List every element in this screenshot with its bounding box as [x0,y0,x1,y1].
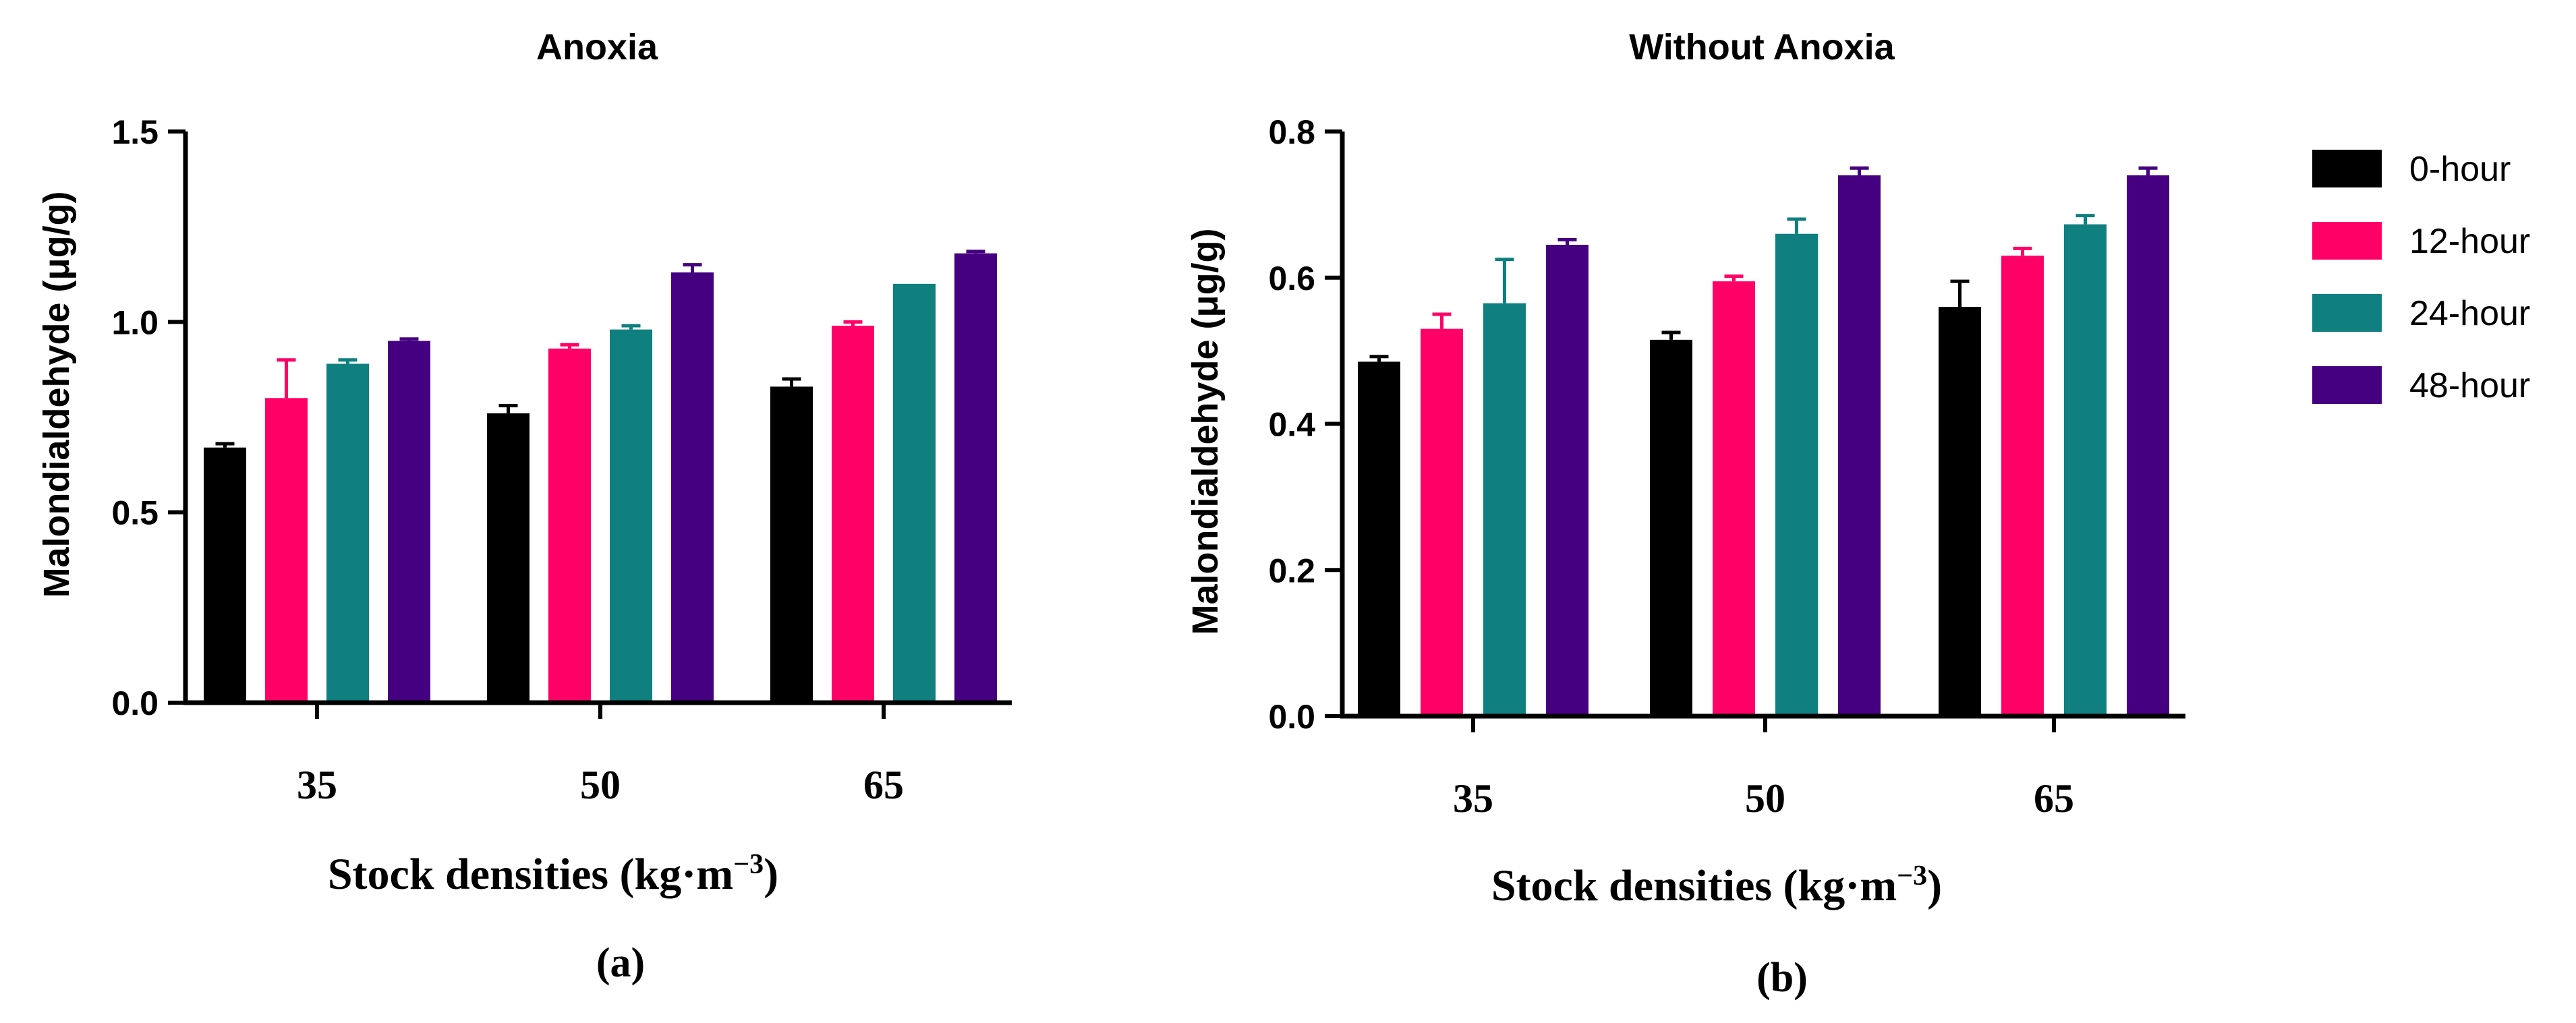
bar-24-hour-65 [893,283,936,703]
x-axis-label-text: Stock densities (kg·m [1491,861,1897,910]
x-axis-label: Stock densities (kg·m−3) [328,849,778,899]
bar-48-hour-65 [2127,175,2169,716]
y-axis-label: Malondialdehyde (μg/g) [36,191,77,597]
legend-swatch [2312,150,2382,187]
bar-48-hour-35 [388,341,430,703]
x-tick-label: 35 [297,763,337,807]
chart-title: Anoxia [536,27,658,67]
error-bar-48-hour-65 [2138,166,2158,176]
y-tick-label: 0.0 [111,684,159,722]
error-bar-0-hour-50 [498,404,518,413]
error-bar-24-hour-50 [621,324,641,330]
legend-item-24-hour: 24-hour [2312,294,2530,333]
legend-label: 48-hour [2409,366,2530,405]
axes: 0.0 0.5 1.0 1.5 35 50 65 [111,113,1012,807]
bar-0-hour-35 [204,447,246,703]
legend-item-0-hour: 0-hour [2312,150,2511,189]
bar-12-hour-35 [265,398,308,703]
bar-12-hour-50 [548,348,591,703]
bar-0-hour-50 [487,413,529,703]
error-bar-24-hour-50 [1787,217,1806,234]
legend-swatch [2312,294,2382,332]
legend-item-12-hour: 12-hour [2312,222,2530,261]
bar-24-hour-50 [1775,233,1818,717]
panel-label: (b) [1756,955,1808,1001]
x-axis-label-sup: −3 [733,849,764,880]
y-tick-label: 1.0 [111,303,159,341]
error-bar-12-hour-65 [843,320,863,326]
error-bar-12-hour-35 [1432,312,1452,329]
chart-anoxia: Anoxia Malondialdehyde (μg/g) 0.0 0.5 1.0 1… [36,27,1012,986]
y-tick-label: 0.8 [1268,113,1315,151]
legend-label: 0-hour [2409,150,2511,189]
error-bar-0-hour-50 [1661,330,1681,340]
axes: 0.0 0.2 0.4 0.6 0.8 35 50 65 [1268,113,2185,821]
error-bar-24-hour-35 [338,358,357,364]
y-tick-label: 1.5 [111,113,159,151]
error-bar-0-hour-35 [1369,355,1389,362]
bar-0-hour-50 [1650,339,1692,716]
legend-item-48-hour: 48-hour [2312,366,2530,405]
error-bar-24-hour-35 [1495,258,1514,303]
bar-24-hour-35 [326,363,369,703]
bar-0-hour-65 [1939,307,1981,717]
bar-24-hour-35 [1483,303,1526,716]
legend-swatch [2312,366,2382,404]
x-axis-label-close: ) [1927,861,1942,910]
error-bar-0-hour-35 [215,442,235,448]
bar-48-hour-50 [671,272,714,703]
error-bar-12-hour-50 [560,343,579,349]
error-bar-48-hour-50 [683,263,702,272]
x-axis-label-close: ) [764,850,778,899]
error-bar-48-hour-35 [1557,237,1577,245]
y-axis-label: Malondialdehyde (μg/g) [1185,228,1226,635]
chart-marks [204,250,997,703]
x-tick-label: 35 [1453,776,1493,821]
error-bar-0-hour-65 [1950,279,1970,308]
bar-24-hour-65 [2064,224,2107,717]
legend-swatch [2312,222,2382,260]
chart-title: Without Anoxia [1629,27,1895,67]
error-bar-12-hour-35 [277,358,296,399]
legend: 0-hour 12-hour 24-hour 48-hour [2312,150,2530,405]
bar-48-hour-65 [954,253,997,703]
legend-label: 12-hour [2409,222,2530,261]
x-tick-label: 50 [1745,776,1785,821]
chart-marks [1358,166,2169,717]
error-bar-24-hour-65 [2076,214,2095,225]
error-bar-48-hour-65 [966,250,985,254]
bar-24-hour-50 [610,329,652,703]
x-tick-label: 50 [580,763,621,807]
chart-without-anoxia: Without Anoxia Malondialdehyde (μg/g) 0.… [1185,27,2185,1001]
panel-label: (a) [596,940,645,986]
x-axis-label-text: Stock densities (kg·m [328,850,733,899]
legend-label: 24-hour [2409,294,2530,333]
bar-12-hour-50 [1713,281,1755,716]
y-tick-label: 0.4 [1268,406,1315,444]
y-tick-label: 0.6 [1268,260,1315,297]
y-tick-label: 0.2 [1268,552,1315,589]
y-tick-label: 0.5 [111,494,159,532]
bar-48-hour-35 [1546,244,1588,716]
bar-48-hour-50 [1838,175,1881,716]
error-bar-12-hour-50 [1724,274,1744,282]
bar-12-hour-65 [832,325,874,703]
error-bar-0-hour-65 [782,377,801,387]
y-tick-label: 0.0 [1268,698,1315,736]
x-tick-label: 65 [863,763,904,807]
error-bar-48-hour-35 [399,337,419,341]
x-axis-label: Stock densities (kg·m−3) [1491,860,1942,910]
bar-12-hour-35 [1421,328,1463,716]
x-tick-label: 65 [2034,776,2074,821]
bar-12-hour-65 [2001,256,2044,716]
x-axis-label-sup: −3 [1897,860,1927,892]
error-bar-12-hour-65 [2013,246,2032,256]
bar-0-hour-35 [1358,361,1400,716]
error-bar-48-hour-50 [1850,166,1869,176]
bar-0-hour-65 [770,386,813,703]
